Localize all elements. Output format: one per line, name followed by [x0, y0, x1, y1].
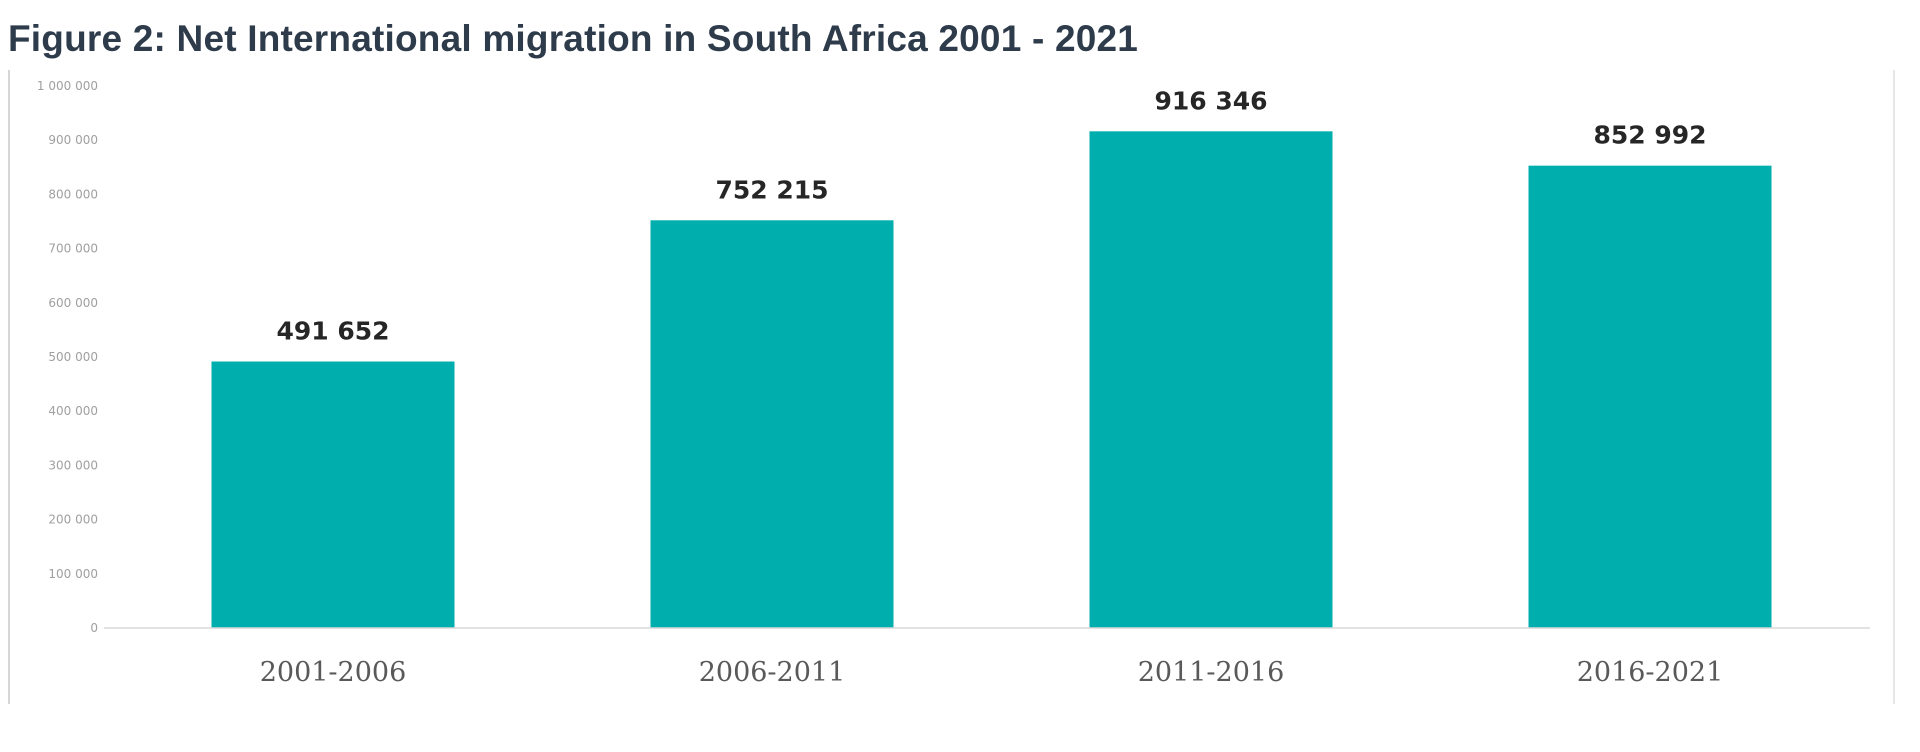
data-label: 852 992 [1593, 121, 1706, 150]
data-label: 916 346 [1154, 86, 1267, 115]
y-tick-label: 600 000 [48, 296, 98, 310]
bar-2016-2021 [1528, 165, 1772, 628]
bar-2001-2006 [211, 361, 455, 628]
y-tick-label: 500 000 [48, 350, 98, 364]
y-tick-label: 1 000 000 [37, 79, 98, 93]
x-category-label: 2016-2021 [1577, 657, 1724, 688]
y-tick-label: 800 000 [48, 187, 98, 201]
y-tick-label: 400 000 [48, 404, 98, 418]
y-tick-label: 200 000 [48, 513, 98, 527]
x-category-label: 2001-2006 [260, 657, 407, 688]
chart-title: Figure 2: Net International migration in… [8, 18, 1139, 59]
y-tick-label: 900 000 [48, 133, 98, 147]
y-tick-label: 300 000 [48, 458, 98, 472]
bar-2011-2016 [1089, 131, 1333, 629]
y-tick-label: 0 [90, 621, 98, 635]
y-tick-label: 700 000 [48, 242, 98, 256]
bar-2006-2011 [650, 220, 894, 628]
data-label: 491 652 [276, 317, 389, 346]
data-label: 752 215 [715, 175, 828, 204]
x-category-label: 2006-2011 [699, 657, 846, 688]
y-tick-label: 100 000 [48, 567, 98, 581]
x-category-label: 2011-2016 [1138, 657, 1285, 688]
